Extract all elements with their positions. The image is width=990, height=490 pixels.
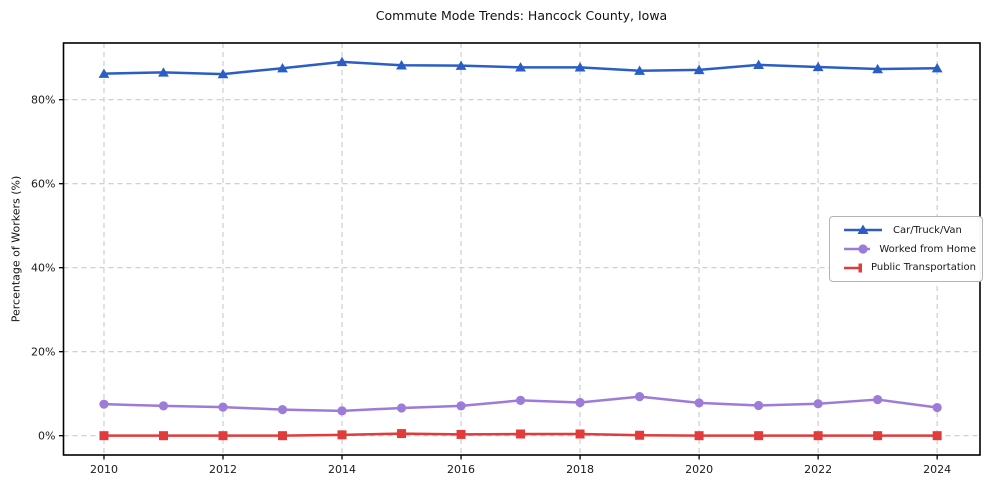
marker-circle-worked-from-home	[694, 398, 704, 408]
marker-square-public-transportation	[873, 431, 883, 441]
y-tick-label: 80%	[31, 94, 55, 107]
marker-triangle-car-truck-van	[634, 65, 645, 75]
x-tick-label: 2016	[447, 463, 475, 476]
marker-triangle-car-truck-van	[812, 61, 824, 72]
y-tick-label: 40%	[31, 262, 55, 275]
y-tick-label: 0%	[38, 430, 55, 443]
marker-triangle-car-truck-van	[158, 67, 169, 77]
marker-circle-worked-from-home	[396, 403, 407, 413]
marker-square-public-transportation	[456, 429, 466, 439]
legend-label-public-transportation: Public Transportation	[871, 262, 976, 274]
legend-label-car-truck-van: Car/Truck/Van	[893, 224, 962, 236]
x-tick-label: 2012	[209, 463, 237, 476]
marker-triangle-car-truck-van	[753, 59, 765, 70]
marker-circle-worked-from-home	[873, 394, 883, 405]
marker-circle-worked-from-home	[754, 400, 764, 411]
marker-square-public-transportation	[397, 429, 407, 439]
legend: Car/Truck/Van Worked from Home Public Tr…	[829, 216, 983, 282]
marker-triangle-car-truck-van	[872, 63, 884, 74]
marker-circle-worked-from-home	[218, 402, 228, 412]
marker-square-public-transportation	[218, 431, 228, 441]
x-tick-label: 2018	[566, 463, 594, 476]
x-tick-label: 2014	[328, 463, 356, 476]
marker-triangle-car-truck-van	[396, 60, 407, 70]
marker-triangle-car-truck-van	[277, 62, 288, 73]
marker-circle-worked-from-home	[158, 401, 169, 411]
y-tick-label: 60%	[31, 178, 55, 191]
marker-triangle-car-truck-van	[574, 62, 586, 72]
marker-circle-worked-from-home	[456, 401, 466, 411]
marker-square-public-transportation	[635, 430, 645, 440]
marker-triangle-car-truck-van	[931, 62, 943, 73]
marker-circle-worked-from-home	[932, 402, 942, 413]
marker-square-public-transportation	[932, 431, 942, 441]
legend-item-car-truck-van: Car/Truck/Van	[842, 221, 976, 240]
marker-square-public-transportation	[694, 431, 704, 441]
marker-circle-worked-from-home	[634, 392, 645, 402]
legend-line-circle-icon	[844, 244, 871, 254]
marker-square-public-transportation	[99, 431, 109, 441]
marker-circle-worked-from-home	[337, 406, 347, 416]
x-tick-label: 2010	[90, 463, 118, 476]
legend-item-worked-from-home: Worked from Home	[842, 240, 976, 259]
chart-title: Commute Mode Trends: Hancock County, Iow…	[375, 8, 668, 23]
legend-line-triangle-icon	[844, 224, 882, 235]
marker-triangle-car-truck-van	[455, 60, 467, 70]
marker-triangle-car-truck-van	[515, 62, 526, 72]
marker-triangle-car-truck-van	[98, 68, 110, 78]
marker-circle-worked-from-home	[99, 399, 109, 409]
marker-circle-worked-from-home	[575, 397, 585, 408]
y-tick-label: 20%	[31, 346, 55, 359]
x-tick-label: 2024	[923, 463, 951, 476]
legend-item-public-transportation: Public Transportation	[842, 258, 976, 277]
x-tick-label: 2020	[685, 463, 713, 476]
marker-square-public-transportation	[575, 429, 585, 439]
x-tick-label: 2022	[804, 463, 832, 476]
legend-line-square-icon	[844, 263, 863, 273]
marker-circle-worked-from-home	[515, 395, 526, 406]
marker-square-public-transportation	[158, 431, 168, 441]
legend-label-worked-from-home: Worked from Home	[879, 243, 976, 255]
marker-square-public-transportation	[754, 431, 764, 441]
marker-square-public-transportation	[337, 430, 347, 440]
marker-triangle-car-truck-van	[693, 64, 705, 75]
marker-circle-worked-from-home	[277, 405, 288, 415]
marker-square-public-transportation	[278, 431, 288, 441]
marker-square-public-transportation	[813, 431, 823, 441]
marker-circle-worked-from-home	[813, 399, 823, 409]
marker-triangle-car-truck-van	[336, 56, 348, 67]
marker-triangle-car-truck-van	[217, 68, 229, 79]
marker-square-public-transportation	[516, 429, 526, 439]
